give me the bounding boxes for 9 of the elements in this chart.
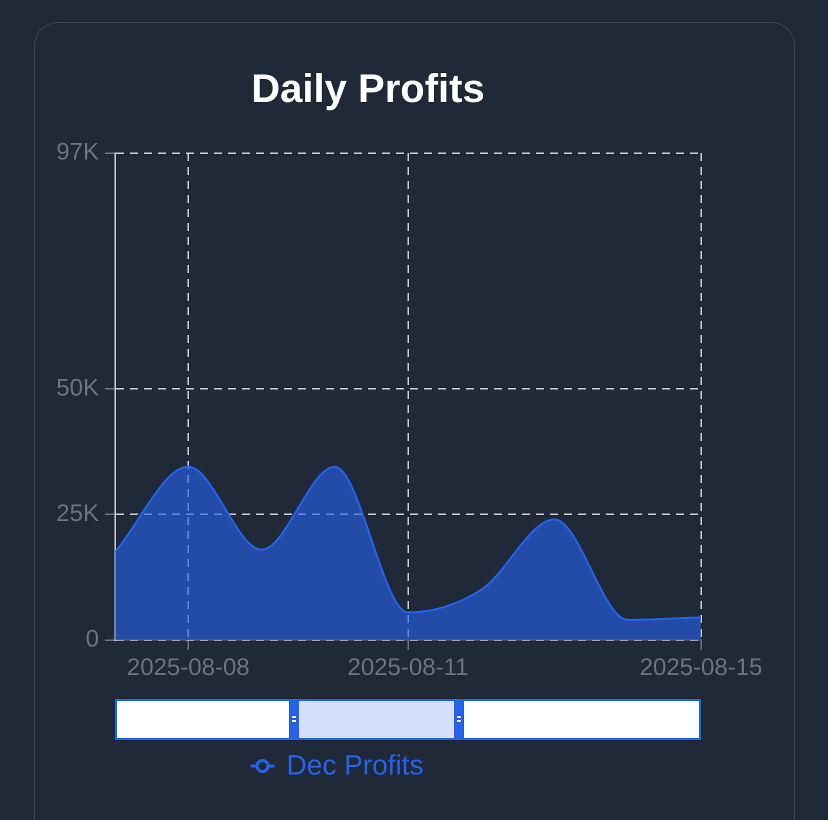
- legend-label: Dec Profits: [286, 750, 424, 781]
- y-tick-label: 50K: [56, 374, 99, 402]
- chart-title: Daily Profits: [251, 67, 485, 112]
- x-tick-label: 2025-08-11: [348, 654, 468, 682]
- x-tick-label: 2025-08-15: [640, 654, 762, 682]
- y-tick-label: 0: [86, 626, 99, 653]
- y-tick-label: 97K: [56, 138, 99, 166]
- x-tick-label: 2025-08-08: [126, 654, 250, 682]
- y-tick-label: 25K: [56, 500, 99, 528]
